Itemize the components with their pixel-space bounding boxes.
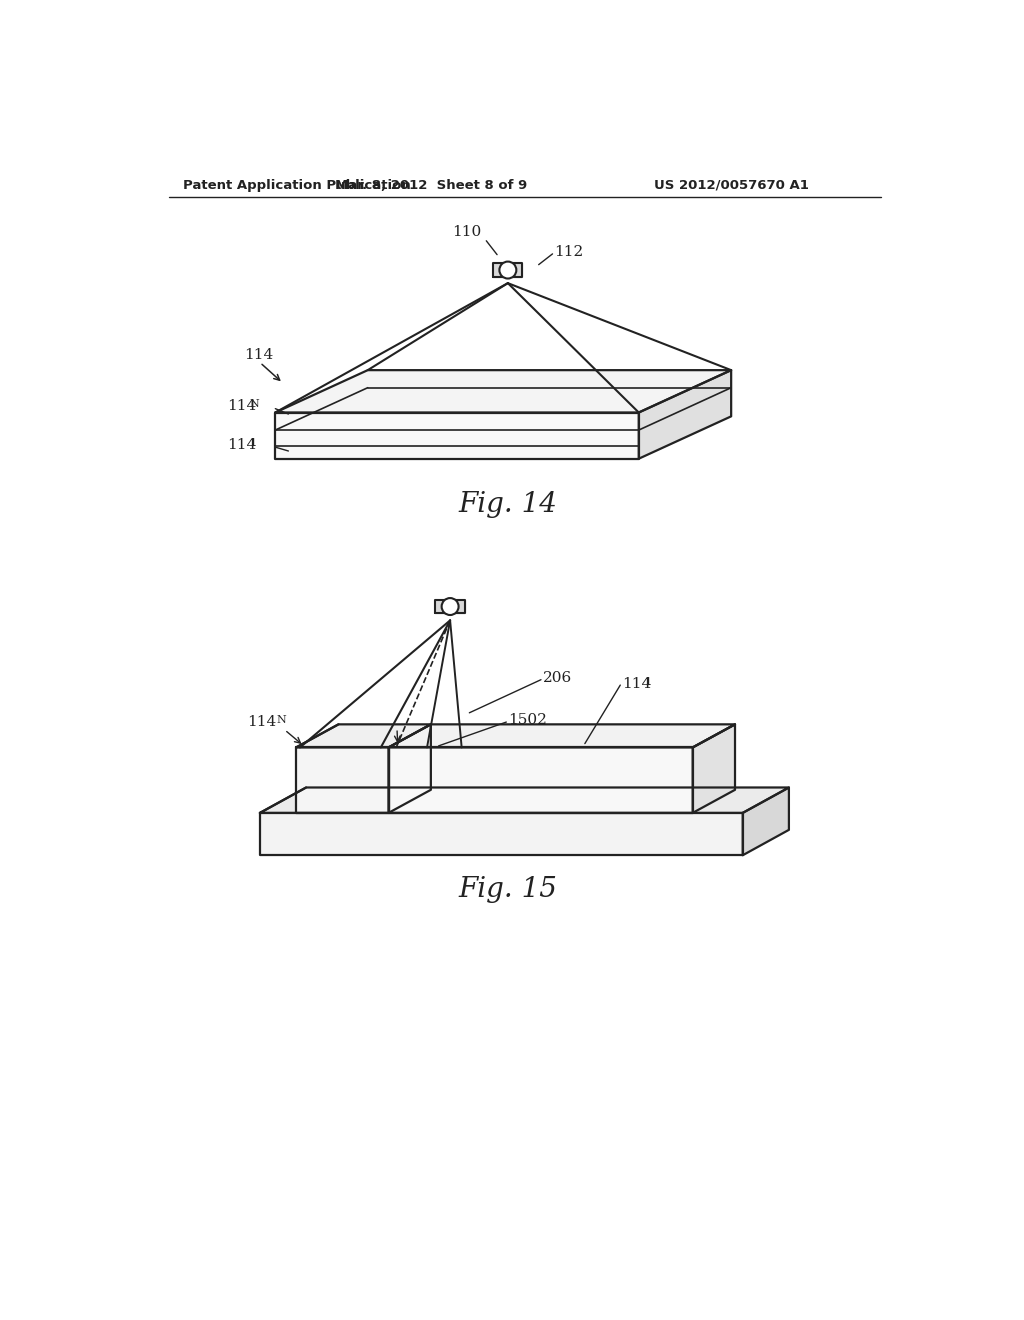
Polygon shape bbox=[275, 412, 639, 459]
Circle shape bbox=[441, 598, 459, 615]
Text: Mar. 8, 2012  Sheet 8 of 9: Mar. 8, 2012 Sheet 8 of 9 bbox=[335, 178, 527, 191]
Text: Fig. 15: Fig. 15 bbox=[459, 876, 557, 903]
Polygon shape bbox=[296, 725, 431, 747]
Text: 206: 206 bbox=[543, 671, 571, 685]
Text: 114: 114 bbox=[248, 715, 276, 729]
Text: 114: 114 bbox=[226, 400, 256, 413]
Text: 114: 114 bbox=[622, 677, 651, 690]
Polygon shape bbox=[494, 263, 522, 277]
Polygon shape bbox=[260, 788, 788, 813]
Polygon shape bbox=[435, 599, 465, 614]
Polygon shape bbox=[388, 747, 692, 813]
Text: US 2012/0057670 A1: US 2012/0057670 A1 bbox=[654, 178, 809, 191]
Text: N: N bbox=[276, 715, 287, 725]
Circle shape bbox=[500, 261, 516, 279]
Text: Patent Application Publication: Patent Application Publication bbox=[183, 178, 411, 191]
Polygon shape bbox=[296, 747, 388, 813]
Text: 110: 110 bbox=[452, 226, 481, 239]
Text: 114: 114 bbox=[245, 347, 273, 362]
Text: 114: 114 bbox=[226, 438, 256, 451]
Polygon shape bbox=[388, 725, 431, 813]
Text: N: N bbox=[250, 400, 260, 409]
Polygon shape bbox=[692, 725, 735, 813]
Polygon shape bbox=[275, 370, 731, 412]
Text: 1: 1 bbox=[250, 438, 257, 447]
Text: 1: 1 bbox=[645, 677, 652, 686]
Text: 112: 112 bbox=[554, 246, 584, 259]
Polygon shape bbox=[260, 813, 742, 855]
Polygon shape bbox=[639, 370, 731, 459]
Polygon shape bbox=[388, 725, 735, 747]
Polygon shape bbox=[742, 788, 788, 855]
Text: 1502: 1502 bbox=[508, 714, 547, 727]
Text: Fig. 14: Fig. 14 bbox=[459, 491, 557, 519]
